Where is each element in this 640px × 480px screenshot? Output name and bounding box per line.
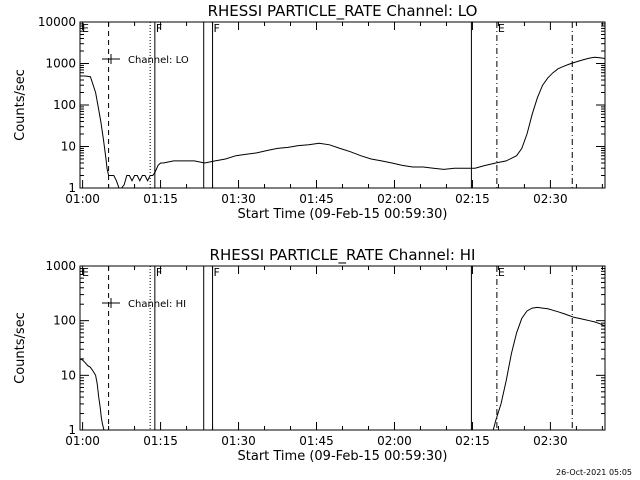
y-tick-label: 1 [68, 423, 76, 437]
y-tick-label: 10 [61, 368, 76, 382]
event-marker-label: F [214, 266, 220, 279]
series-line [80, 56, 606, 189]
x-tick-label: 01:15 [143, 434, 178, 448]
x-tick-label: 01:00 [65, 434, 100, 448]
y-tick-label: 100 [53, 314, 76, 328]
x-tick-label: 01:45 [299, 434, 334, 448]
x-tick-label: 02:15 [455, 192, 490, 206]
y-tick-label: 1000 [45, 259, 76, 273]
event-marker-label: F [214, 22, 220, 35]
y-axis-label: Counts/sec [13, 312, 28, 384]
y-tick-label: 10 [61, 140, 76, 154]
plot-frame [79, 265, 606, 431]
x-tick-label: 01:30 [221, 434, 256, 448]
y-tick-label: 100 [53, 98, 76, 112]
lo-channel-plot: RHESSI PARTICLE_RATE Channel: LO Start Ti… [13, 2, 606, 222]
event-marker-label: E [82, 22, 89, 35]
x-tick-label: 02:30 [533, 434, 568, 448]
event-marker-label: F [156, 22, 162, 35]
event-marker-label: E [498, 22, 505, 35]
hi-channel-plot: RHESSI PARTICLE_RATE Channel: HI Start Ti… [13, 246, 606, 464]
timestamp-label: 26-Oct-2021 05:05 [556, 468, 632, 477]
x-tick-label: 01:00 [65, 192, 100, 206]
x-tick-label: 01:15 [143, 192, 178, 206]
x-tick-label: 01:45 [299, 192, 334, 206]
x-tick-label: 01:30 [221, 192, 256, 206]
x-axis-label: Start Time (09-Feb-15 00:59:30) [238, 207, 448, 222]
legend-label: Channel: HI [128, 299, 186, 310]
y-tick-label: 1000 [45, 57, 76, 71]
series-line [79, 306, 606, 431]
x-tick-label: 02:15 [455, 434, 490, 448]
x-tick-label: 02:00 [377, 434, 412, 448]
y-tick-label: 10000 [38, 15, 76, 29]
legend-label: Channel: LO [128, 55, 189, 66]
y-axis-label: Counts/sec [13, 69, 28, 141]
event-marker-label: E [498, 266, 505, 279]
chart-title: RHESSI PARTICLE_RATE Channel: HI [210, 246, 476, 265]
plot-frame [79, 21, 606, 189]
event-marker-label: E [82, 266, 89, 279]
y-tick-label: 1 [68, 181, 76, 195]
x-axis-label: Start Time (09-Feb-15 00:59:30) [238, 449, 448, 464]
chart-title: RHESSI PARTICLE_RATE Channel: LO [208, 2, 478, 21]
event-marker-label: F [156, 266, 162, 279]
x-tick-label: 02:30 [533, 192, 568, 206]
x-tick-label: 02:00 [377, 192, 412, 206]
